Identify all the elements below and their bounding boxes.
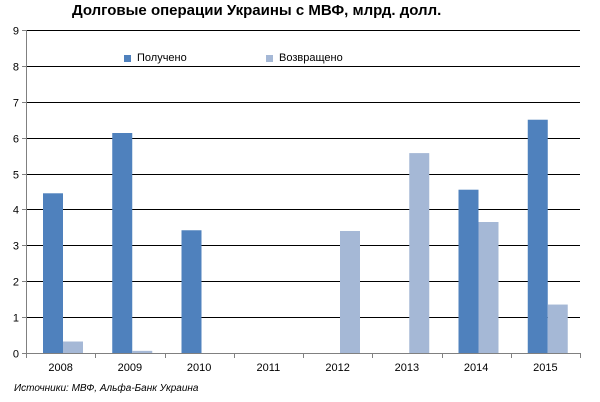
legend-swatch-returned (266, 54, 273, 62)
bar-received (458, 189, 479, 353)
x-tick-label: 2015 (533, 362, 557, 374)
legend-item-received: Получено (124, 51, 187, 65)
y-tick-label: 1 (13, 313, 19, 325)
y-tick-label: 2 (13, 277, 19, 289)
x-tick-label: 2013 (395, 362, 419, 374)
y-tick-label: 4 (13, 205, 19, 217)
bar-returned (63, 341, 83, 353)
y-tick-label: 5 (13, 170, 19, 182)
x-tick-label: 2010 (187, 362, 211, 374)
x-tick-label: 2011 (257, 362, 281, 374)
x-tick-label: 2009 (118, 362, 142, 374)
bar-received (527, 119, 548, 353)
bar-returned (547, 304, 568, 353)
chart-title: Долговые операции Украины с МВФ, млрд. д… (72, 2, 442, 19)
y-tick-label: 0 (13, 349, 19, 361)
bar-received (112, 133, 133, 353)
legend-label-received: Получено (137, 52, 187, 64)
y-tick-label: 7 (13, 98, 19, 110)
y-tick-label: 9 (13, 26, 19, 38)
x-tick-label: 2008 (48, 362, 72, 374)
legend-swatch-received (124, 54, 131, 62)
bar-received (181, 230, 202, 353)
source-note: Источники: МВФ, Альфа-Банк Украина (14, 383, 199, 394)
legend-item-returned: Возвращено (266, 51, 343, 65)
x-tick-label: 2012 (325, 362, 349, 374)
bar-returned (478, 222, 499, 353)
bar-returned (132, 350, 153, 353)
legend-label-returned: Возвращено (279, 52, 343, 64)
x-tick-label: 2014 (464, 362, 488, 374)
bar-returned (409, 153, 430, 353)
bar-returned (340, 230, 360, 353)
y-tick-label: 3 (13, 241, 19, 253)
bar-received (43, 193, 63, 353)
y-tick-label: 8 (13, 62, 19, 74)
y-tick-label: 6 (13, 134, 19, 146)
